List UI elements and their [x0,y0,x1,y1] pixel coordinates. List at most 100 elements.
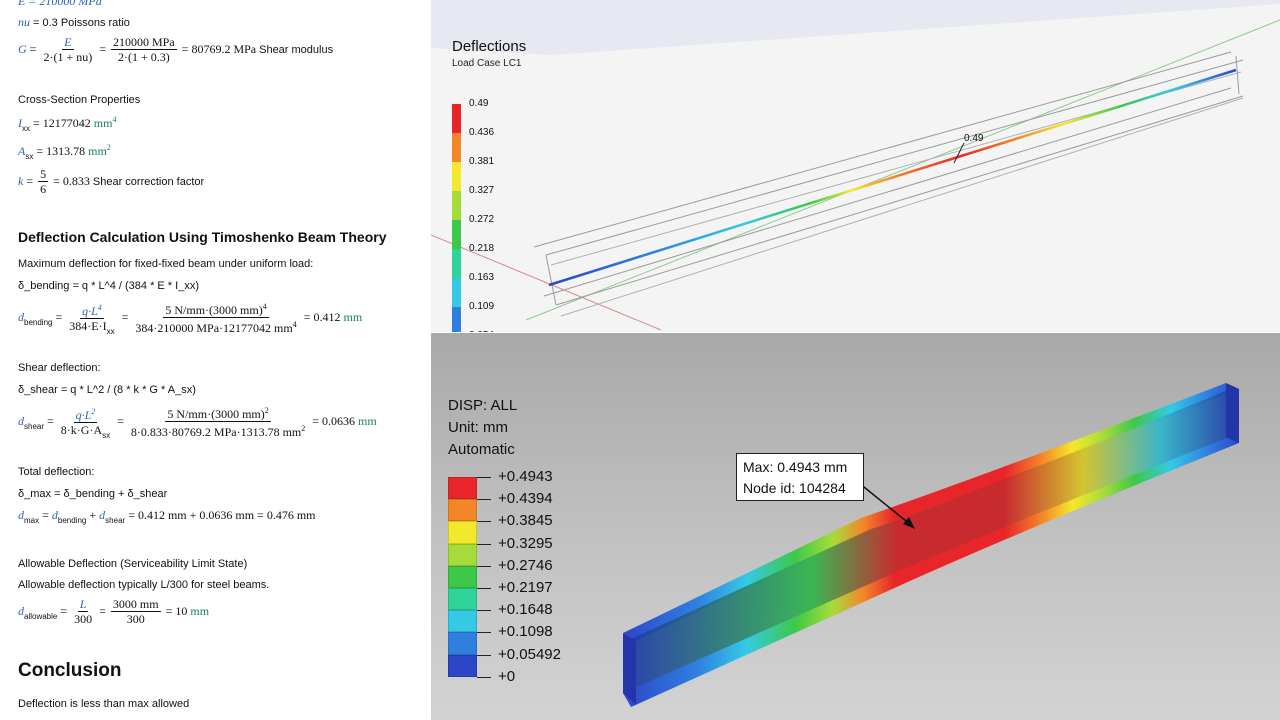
fraction-exponent: 4 [97,302,102,312]
bending-subscript: bending [24,318,53,327]
legend-swatch [452,249,461,278]
calculation-document: E = 210000 MPa nu = 0.3 Poissons ratio G… [0,0,430,720]
max-deflection-text: Maximum deflection for fixed-fixed beam … [18,258,314,270]
x-axis-line [431,234,662,331]
peak-leader-line [953,142,965,164]
ixx-equation: Ixx = 12177042 mm4 [18,115,117,133]
legend-tick [477,676,491,678]
poisson-value: = 0.3 Poissons ratio [33,16,130,29]
scale-mode-label: Automatic [448,441,515,458]
legend-label: 0.163 [469,272,495,283]
beam-end-right [1226,383,1239,443]
fraction-numerator: E [62,35,74,50]
beam-top-flange [623,383,1239,641]
legend-swatch [448,543,477,566]
legend-label: 0.49 [469,98,489,109]
legend-swatch [448,477,477,500]
fraction-denominator: 6 [40,182,47,196]
deflection-viewport-bottom[interactable]: DISP: ALL Unit: mm Automatic +0.4943 +0.4… [431,333,1280,720]
ixx-symbol: I [18,115,22,130]
callout-max-value: Max: 0.4943 mm [743,459,848,475]
shear-modulus-fraction-numeric: 210000 MPa 2·(1 + 0.3) [111,35,177,64]
shear-deflection-equation: dshear = q·L2 8·k·G·Asx = 5 N/mm·(3000 mm… [18,406,377,440]
shear-factor-equation: k = 5 6 = 0.833 Shear correction factor [18,167,205,196]
bending-result: = 0.412 [303,310,341,324]
shear-factor-symbol: k [18,174,24,188]
shear-symbol: d [18,414,24,428]
deflection-viewport-top[interactable]: 0.49 Deflections Load Case LC1 0.49 0.436… [431,0,1280,332]
asx-value: = 1313.78 [36,143,86,158]
conclusion-text: Deflection is less than max allowed [18,698,190,710]
ixx-exponent: 4 [112,115,117,124]
beam-wireframe-view[interactable]: 0.49 [431,0,1280,332]
callout-arrow-head [903,517,915,529]
total-result: = 0.412 mm + 0.0636 mm = 0.476 mm [128,508,316,522]
asx-subscript: sx [25,151,34,161]
ixx-value: = 12177042 [33,115,91,130]
legend-swatch [448,499,477,522]
bending-symbol: d [18,310,24,324]
fraction-exponent: 2 [264,406,269,415]
shear-factor-fraction: 5 6 [38,167,49,196]
bending-fraction-symbolic: q·L4 384·E·Ixx [67,301,116,336]
bending-fraction-numeric: 5 N/mm·(3000 mm)4 384·210000 MPa·1217704… [133,300,298,335]
beam-bottom-flange [623,433,1239,707]
legend-swatch [452,133,461,162]
poisson-ratio-line: nu = 0.3 Poissons ratio [18,15,130,30]
shear-factor-result: = 0.833 [53,174,90,188]
fraction-exponent: 2 [91,406,96,416]
legend-tick [477,499,491,501]
ixx-subscript: xx [22,123,30,133]
viewport-title: Deflections [452,38,527,55]
legend-swatch [448,632,477,655]
total-subscript: max [24,516,40,525]
fraction-numerator: 5 N/mm·(3000 mm) [167,407,265,421]
fraction-numerator: 5 N/mm·(3000 mm) [165,303,263,317]
legend-label: +0 [498,667,516,685]
fraction-exponent: 4 [262,302,267,311]
legend-swatch [452,191,461,220]
legend-tick [477,588,491,589]
fraction-numerator: 210000 MPa [111,35,177,50]
allowable-heading: Allowable Deflection (Serviceability Lim… [18,558,248,570]
shear-result: = 0.0636 [312,414,356,428]
legend-swatch [448,565,477,588]
asx-symbol: A [18,143,26,158]
fraction-exponent: 2 [301,424,306,433]
legend-label: +0.1648 [498,601,553,619]
conclusion-heading: Conclusion [18,660,122,681]
shear-heading: Shear deflection: [18,362,101,374]
legend-label: +0.2746 [498,556,553,574]
fraction-denominator: 2·(1 + nu) [43,50,93,64]
beam-contour-view[interactable] [431,333,1280,720]
deflection-heading: Deflection Calculation Using Timoshenko … [18,229,387,245]
legend-tick [477,610,491,612]
legend-swatch [452,104,461,133]
legend-swatch [448,654,477,677]
beam-bottom-flange-front [555,95,1244,306]
allowable-symbol: d [18,604,24,618]
legend-tick [477,654,491,656]
fraction-denominator: 8·k·G·A [60,422,103,437]
shear-term-subscript: shear [105,516,126,525]
legend-swatch [448,588,477,611]
legend-swatch [452,220,461,249]
legend-label: 0.436 [469,127,495,138]
ixx-unit: mm [93,116,113,130]
bending-formula: δ_bending = q * L^4 / (384 * E * I_xx) [18,280,199,292]
load-case-label: Load Case LC1 [452,58,522,69]
legend-swatch [452,162,461,191]
legend-tick [477,565,491,567]
fraction-numerator: q·L [82,303,98,318]
legend-label: +0.3295 [498,534,553,552]
fraction-subscript: xx [106,326,115,336]
allowable-text: Allowable deflection typically L/300 for… [18,579,270,591]
unit-label: Unit: mm [448,419,508,436]
legend-label: 0.054 [469,330,494,332]
shear-modulus-result: = 80769.2 MPa [181,42,257,56]
bending-term-subscript: bending [57,516,87,525]
shear-factor-label: Shear correction factor [92,175,205,188]
background-plane [431,0,1280,55]
youngs-modulus-line: E = 210000 MPa [18,0,102,9]
legend-label: +0.1098 [498,623,553,641]
